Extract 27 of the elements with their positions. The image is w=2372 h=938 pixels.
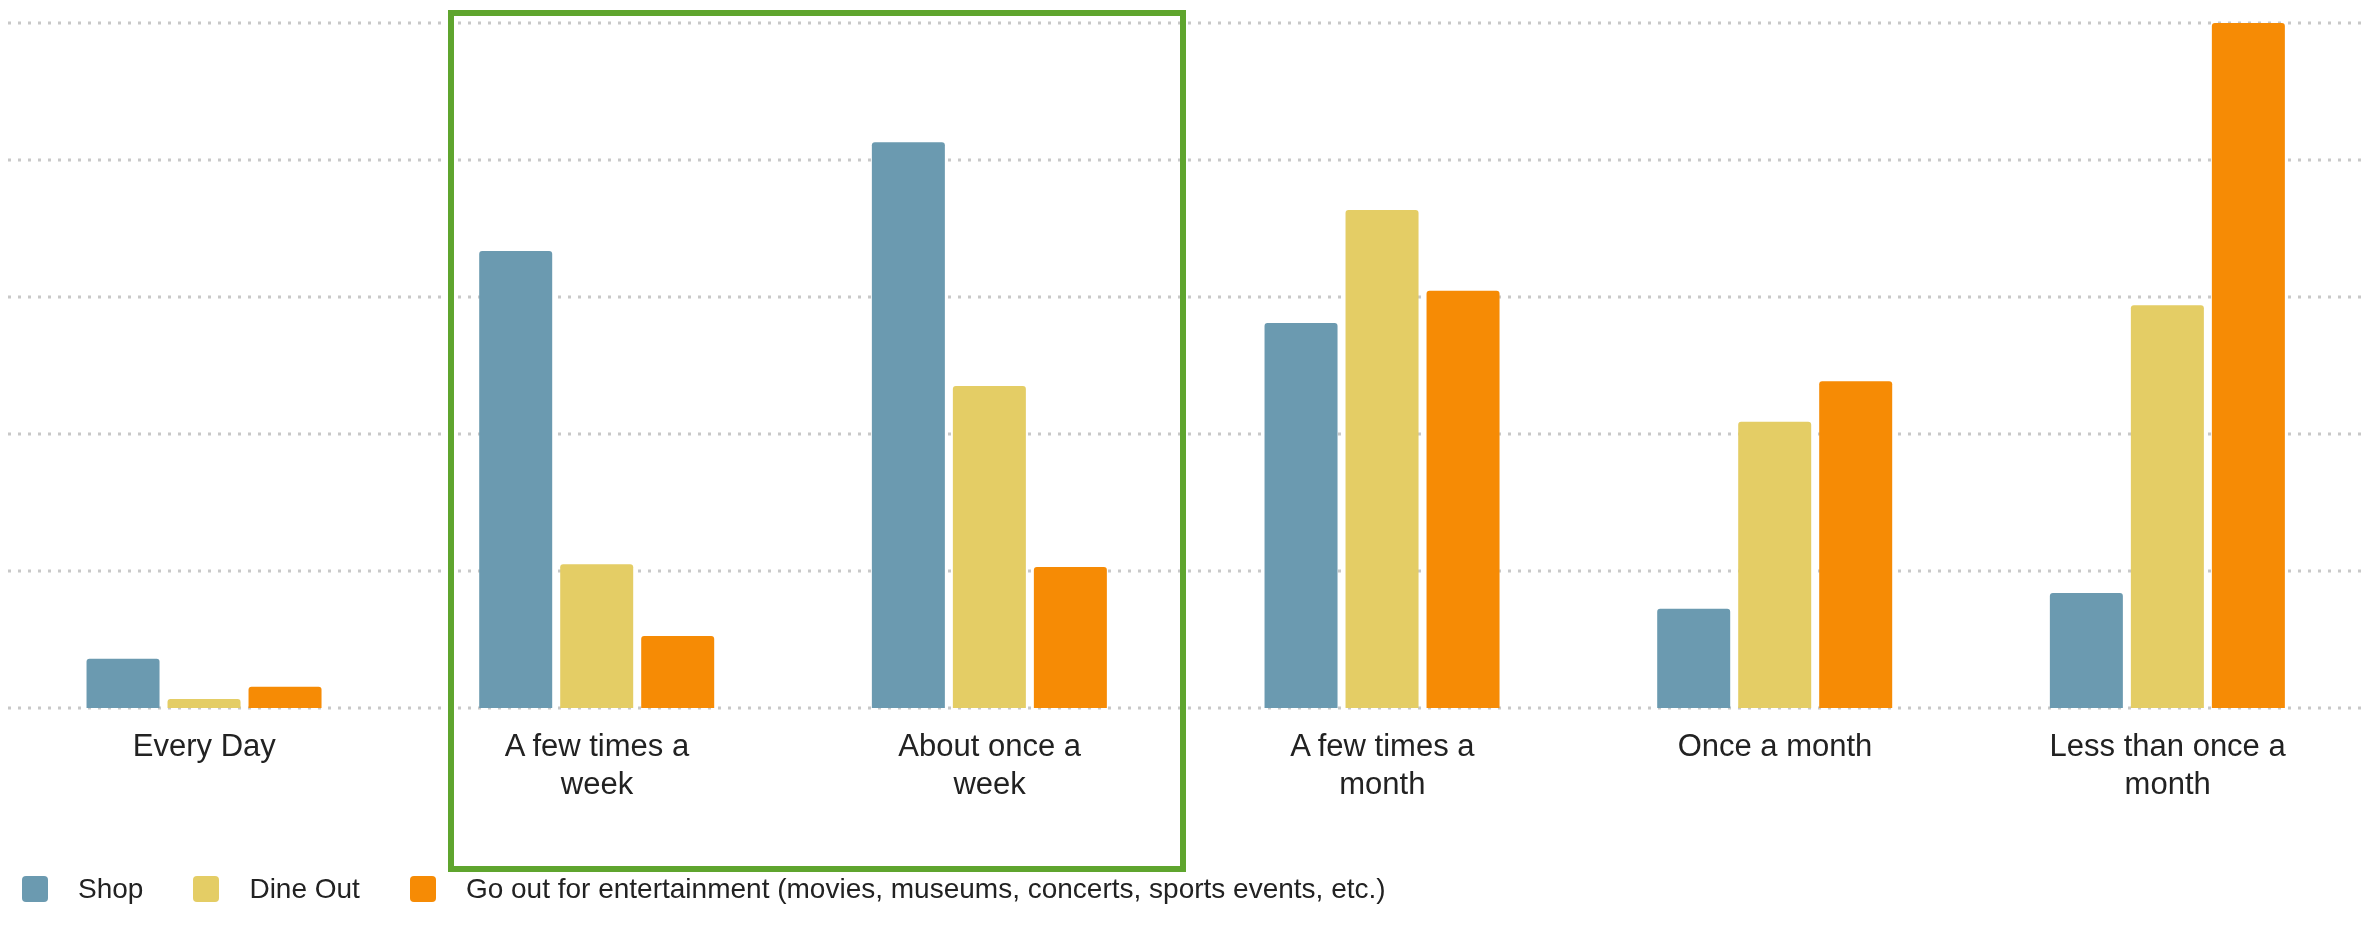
bar bbox=[641, 636, 715, 708]
bar bbox=[1033, 566, 1107, 708]
bar bbox=[952, 386, 1026, 708]
bar bbox=[1426, 290, 1500, 708]
bar bbox=[560, 564, 634, 708]
bar bbox=[248, 686, 322, 708]
bar bbox=[2049, 592, 2123, 708]
bar bbox=[167, 699, 241, 708]
legend-label: Go out for entertainment (movies, museums, concerts, sports events, etc.) bbox=[465, 873, 1386, 905]
x-tick-label: About once a week bbox=[898, 728, 1082, 801]
x-tick-label: Less than once a month bbox=[2049, 728, 2287, 801]
bar bbox=[1657, 608, 1731, 708]
x-tick-label: Once a month bbox=[1677, 728, 1873, 763]
bar bbox=[871, 142, 945, 708]
bar bbox=[1264, 323, 1338, 708]
bar bbox=[2130, 305, 2204, 708]
bar bbox=[1738, 421, 1812, 708]
legend-label: Shop bbox=[78, 873, 144, 905]
bar bbox=[86, 658, 160, 708]
x-tick-label: A few times a month bbox=[1290, 728, 1476, 801]
bar bbox=[1819, 381, 1893, 708]
bar bbox=[479, 251, 553, 708]
bar bbox=[2211, 23, 2285, 708]
legend-label: Dine Out bbox=[249, 873, 360, 905]
bar bbox=[1345, 210, 1419, 708]
x-tick-label: A few times a week bbox=[504, 728, 690, 801]
x-tick-label: Every Day bbox=[132, 728, 277, 763]
